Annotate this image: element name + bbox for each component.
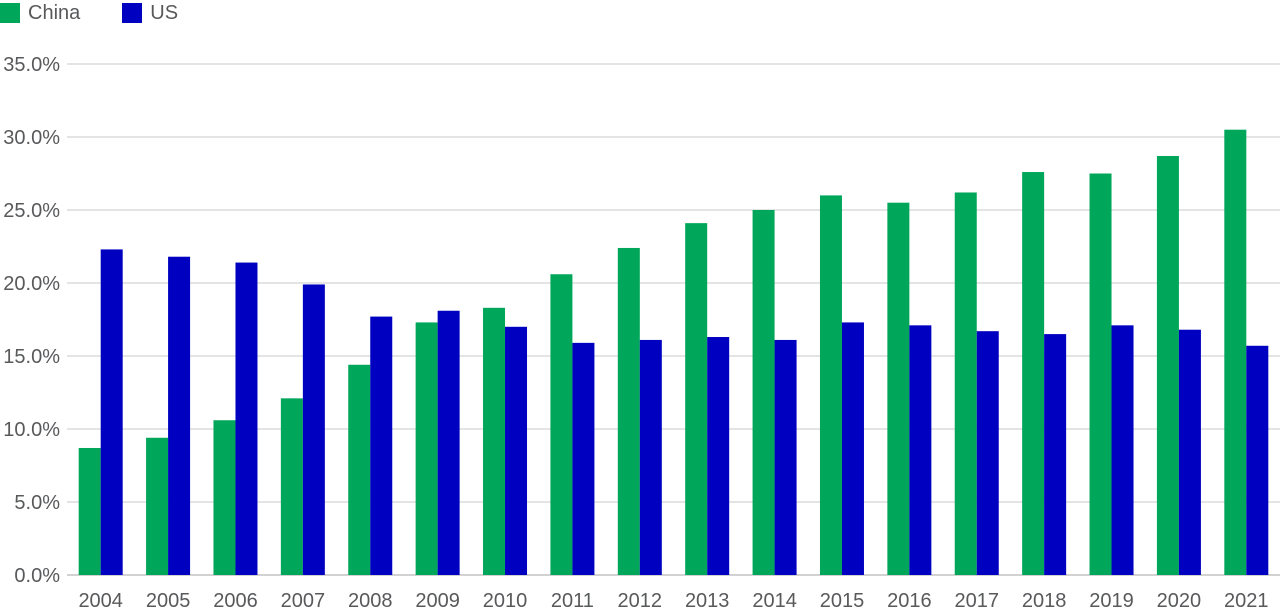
bar-china-2019 [1089,173,1112,575]
bar-us-2007 [302,284,325,575]
bar-us-2013 [707,337,730,575]
y-tick-label: 0.0% [14,565,60,587]
x-tick-label: 2009 [415,590,460,612]
x-tick-label: 2015 [820,590,865,612]
bar-china-2016 [887,202,910,575]
legend-swatch-us [122,3,143,23]
x-tick-label: 2018 [1022,590,1067,612]
x-tick-label: 2010 [483,590,528,612]
x-tick-label: 2006 [213,590,258,612]
bar-us-2018 [1044,334,1067,575]
bar-us-2019 [1111,325,1134,575]
bars [78,129,1269,576]
gridlines [67,63,1280,576]
x-tick-label: 2005 [146,590,191,612]
bar-china-2013 [685,223,708,575]
bar-china-2014 [752,210,775,575]
x-axis-ticks: 2004 2005 2006 2007 2008 2009 2010 2011 2012 2013… [78,590,1268,612]
x-tick-label: 2012 [618,590,663,612]
bar-us-2012 [639,339,662,575]
bar-us-2011 [572,342,595,575]
bar-china-2011 [550,274,573,575]
x-tick-label: 2013 [685,590,730,612]
bar-us-2010 [505,326,528,575]
x-tick-label: 2017 [955,590,1000,612]
y-tick-label: 30.0% [3,127,60,149]
bar-china-2009 [415,322,438,575]
legend-item-us: US [122,2,178,25]
bar-china-2005 [146,437,169,575]
bar-us-2015 [841,322,864,575]
bar-us-2014 [774,339,797,575]
x-tick-label: 2008 [348,590,393,612]
bar-us-2017 [976,331,999,575]
bar-us-2016 [909,325,932,575]
y-tick-label: 20.0% [3,273,60,295]
bar-china-2006 [213,420,236,575]
bar-us-2006 [235,262,258,575]
bar-us-2005 [168,256,191,575]
legend-swatch-china [0,3,20,23]
bar-china-2017 [954,192,977,576]
y-tick-label: 25.0% [3,200,60,222]
bar-china-2007 [280,398,303,575]
legend-label-us: US [150,1,179,24]
bar-us-2020 [1178,329,1201,575]
legend-item-china: China [0,2,80,25]
y-tick-label: 5.0% [14,492,60,514]
y-tick-label: 15.0% [3,346,60,368]
y-tick-label: 35.0% [3,54,60,76]
y-axis-ticks: 0.0% 5.0% 10.0% 15.0% 20.0% 25.0% 30.0% 35.0% [3,54,60,587]
x-tick-label: 2016 [887,590,932,612]
y-tick-label: 10.0% [3,419,60,441]
bar-china-2021 [1224,129,1247,575]
x-tick-label: 2011 [551,590,594,612]
bar-china-2010 [483,307,506,575]
bar-china-2015 [819,195,842,575]
bar-us-2004 [100,249,123,576]
x-tick-label: 2014 [752,590,797,612]
bar-us-2009 [437,310,460,575]
bar-china-2004 [78,447,101,575]
bar-china-2018 [1022,172,1045,576]
bar-china-2008 [348,364,371,575]
x-tick-label: 2020 [1157,590,1202,612]
x-tick-label: 2007 [281,590,326,612]
legend-label-china: China [28,1,81,24]
bar-china-2012 [617,247,640,575]
legend: China US [0,0,220,26]
x-tick-label: 2021 [1224,590,1269,612]
bar-us-2021 [1246,345,1269,575]
bar-china-2020 [1156,155,1179,576]
bar-us-2008 [370,316,393,575]
x-tick-label: 2004 [78,590,123,612]
x-tick-label: 2019 [1089,590,1134,612]
